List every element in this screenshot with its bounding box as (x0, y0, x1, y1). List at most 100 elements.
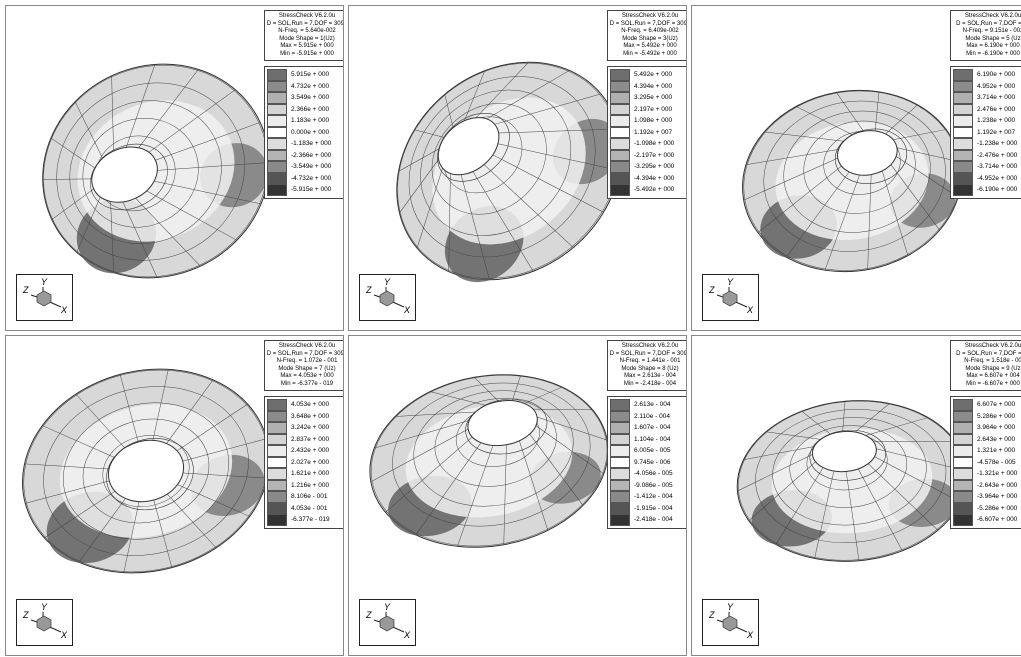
info-line: N-Freq. = 9.151e - 002 (951, 28, 1021, 36)
legend-swatch (610, 81, 630, 93)
legend-row: 3.964e + 000 (953, 422, 1021, 434)
panel: StressCheck V6.2.0uD = SOL,Run = 7,DOF =… (348, 335, 687, 656)
legend-swatch (610, 457, 630, 469)
legend-swatch (610, 184, 630, 196)
legend-swatch (953, 411, 973, 423)
figure: StressCheck V6.2.0u D = SOL,Run = 7,DOF =… (0, 0, 1021, 657)
legend-row: 2.643e + 000 (953, 434, 1021, 446)
info-line: Max = 2.613e - 004 (608, 373, 687, 381)
info-line: StressCheck V6.2.0u (265, 13, 344, 21)
shape (356, 356, 622, 565)
panel: StressCheck V6.2.0uD = SOL,Run = 7,DOF =… (348, 5, 687, 331)
info-line: Min = -6.190e + 000 (951, 51, 1021, 59)
legend-row: -3.549e + 000 (267, 161, 344, 173)
legend-swatch (610, 514, 630, 526)
legend-label: 1.216e + 000 (291, 482, 329, 489)
legend-label: -1.183e + 000 (291, 140, 331, 147)
panel: StressCheck V6.2.0uD = SOL,Run = 7,DOF =… (691, 335, 1021, 656)
legend-label: 5.915e + 000 (291, 71, 329, 78)
info-line: StressCheck V6.2.0u (608, 343, 687, 351)
legend-label: 2.837e + 000 (291, 436, 329, 443)
legend-row: -1.098e + 000 (610, 138, 687, 150)
legend-label: 2.197e + 000 (634, 106, 672, 113)
legend-row: 6.190e + 000 (953, 69, 1021, 81)
legend-row: 2.476e + 000 (953, 104, 1021, 116)
info-line: Mode Shape = 3(Uz) (608, 36, 687, 44)
legend-row: -5.286e + 000 (953, 503, 1021, 515)
legend-label: 4.394e + 000 (634, 83, 672, 90)
legend-label: -9.086e - 005 (634, 482, 673, 489)
legend-label: 2.432e + 000 (291, 447, 329, 454)
triad-cube (380, 291, 394, 306)
legend-row: -1.321e + 000 (953, 468, 1021, 480)
axis-triad: ZYX (16, 274, 73, 321)
legend-row: -5.915e + 000 (267, 184, 344, 196)
info-line: Min = -2.418e - 004 (608, 381, 687, 389)
legend-swatch (953, 81, 973, 93)
legend: 4.053e + 0003.648e + 0003.242e + 0002.83… (264, 396, 344, 529)
triad-cube (37, 616, 51, 631)
legend-row: 1.104e - 004 (610, 434, 687, 446)
triad-cube (380, 616, 394, 631)
info-line: Min = -5.492e + 000 (608, 51, 687, 59)
legend-label: 2.476e + 000 (977, 106, 1015, 113)
legend-swatch (610, 422, 630, 434)
legend-swatch (267, 161, 287, 173)
info-line: Mode Shape = 9 (Uz (951, 366, 1021, 374)
legend-row: 0.000e + 000 (267, 127, 344, 139)
triad-label: Z (23, 610, 29, 620)
triad-label: X (747, 630, 753, 640)
panel: StressCheck V6.2.0uD = SOL,Run = 7,DOF =… (5, 335, 344, 656)
legend-label: -2.643e + 000 (977, 482, 1017, 489)
legend-swatch (953, 127, 973, 139)
legend-row: 6.005e - 005 (610, 445, 687, 457)
legend-swatch (267, 480, 287, 492)
legend: 5.915e + 0004.732e + 0003.549e + 0002.36… (264, 66, 344, 199)
legend-swatch (953, 445, 973, 457)
triad-label: X (404, 630, 410, 640)
info-line: StressCheck V6.2.0u (265, 343, 344, 351)
legend-label: 1.192e + 007 (977, 129, 1015, 136)
legend-label: 2.027e + 000 (291, 459, 329, 466)
info-line: D = SOL,Run = 7,DOF = 30 (951, 21, 1021, 29)
legend-row: 4.053e - 001 (267, 503, 344, 515)
shape (728, 73, 976, 288)
legend-swatch (267, 184, 287, 196)
triad-label: X (404, 305, 410, 315)
legend-label: 3.242e + 000 (291, 424, 329, 431)
legend-swatch (267, 445, 287, 457)
triad-label: Z (366, 285, 372, 295)
axis-triad: ZYX (702, 599, 759, 646)
legend-label: 2.110e - 004 (634, 413, 670, 420)
legend-label: 1.321e + 000 (977, 447, 1015, 454)
shape (730, 391, 973, 570)
legend-swatch (267, 69, 287, 81)
legend-swatch (953, 69, 973, 81)
legend-swatch (953, 480, 973, 492)
axis-triad: ZYX (359, 274, 416, 321)
legend-swatch (610, 150, 630, 162)
legend-label: -4.732e + 000 (291, 175, 331, 182)
legend-row: 5.286e + 000 (953, 411, 1021, 423)
shape (6, 342, 293, 600)
info-line: N-Freq. = 1.518e - 00 (951, 358, 1021, 366)
legend-row: -2.366e + 000 (267, 150, 344, 162)
triad-label: Y (384, 602, 390, 612)
info-line: Max = 4.053e + 000 (265, 373, 344, 381)
legend-swatch (267, 491, 287, 503)
legend-row: -1.915e - 004 (610, 503, 687, 515)
legend-row: -2.418e - 004 (610, 514, 687, 526)
legend-row: -9.086e - 005 (610, 480, 687, 492)
legend-label: 2.613e - 004 (634, 401, 671, 408)
triad-label: Z (709, 285, 715, 295)
legend-row: 2.027e + 000 (267, 457, 344, 469)
legend-swatch (953, 422, 973, 434)
legend-label: -4.952e + 000 (977, 175, 1017, 182)
legend-label: 3.648e + 000 (291, 413, 329, 420)
info-line: N-Freq. = 5.640e-002 (265, 28, 344, 36)
legend-swatch (610, 92, 630, 104)
legend-label: 2.366e + 000 (291, 106, 329, 113)
legend-row: -3.964e + 000 (953, 491, 1021, 503)
